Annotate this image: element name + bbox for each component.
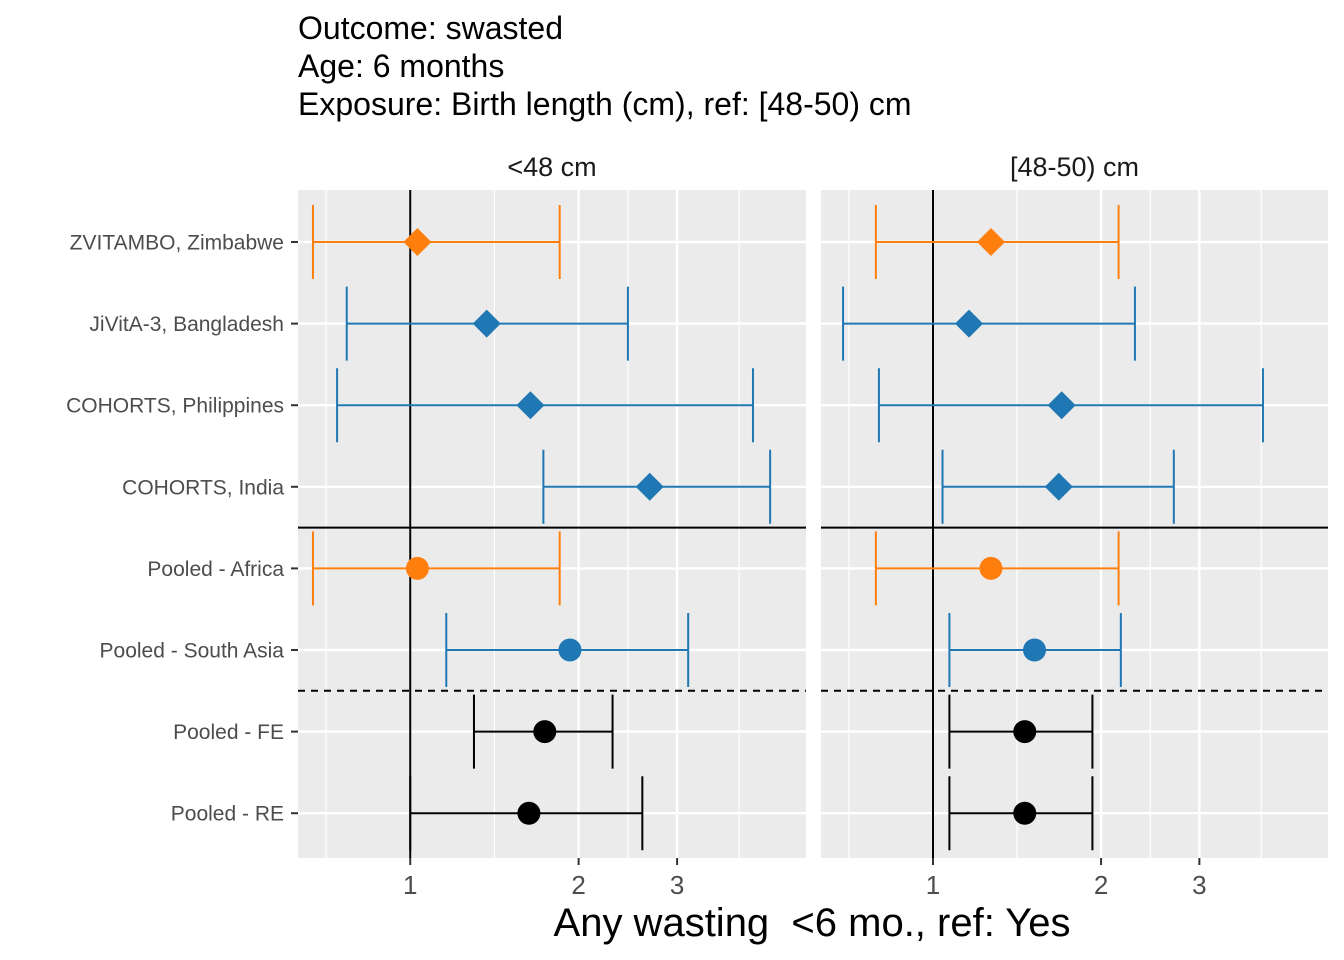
panel-background [821, 190, 1328, 858]
x-tick-label: 3 [1192, 870, 1206, 900]
estimate-diamond [403, 228, 432, 256]
y-tick-label: COHORTS, Philippines [66, 395, 284, 418]
estimate-diamond [516, 391, 545, 420]
title-outcome: Outcome: swasted [298, 10, 563, 46]
estimate-point [979, 556, 1003, 580]
x-axis-title: Any wasting <6 mo., ref: Yes [554, 901, 1071, 945]
panel-background [298, 190, 806, 858]
x-tick-label: 2 [1094, 870, 1108, 900]
estimate-point [1023, 638, 1047, 662]
title-exposure: Exposure: Birth length (cm), ref: [48-50… [298, 86, 912, 122]
y-tick-label: Pooled - RE [171, 803, 284, 826]
title-age: Age: 6 months [298, 48, 505, 84]
y-tick-label: JiVitA-3, Bangladesh [89, 313, 284, 336]
y-tick-label: Pooled - FE [173, 721, 284, 744]
facet-label: [48-50) cm [1010, 152, 1139, 182]
estimate-point [558, 638, 582, 662]
x-tick-label: 2 [571, 870, 585, 900]
estimate-diamond [1044, 472, 1073, 501]
estimate-point [517, 801, 541, 825]
facet-label: <48 cm [507, 152, 596, 182]
y-tick-label: ZVITAMBO, Zimbabwe [70, 232, 284, 255]
estimate-diamond [1047, 391, 1076, 420]
y-tick-label: Pooled - South Asia [100, 640, 285, 663]
estimate-diamond [472, 309, 501, 338]
estimate-point [533, 720, 557, 744]
x-tick-label: 1 [403, 870, 417, 900]
y-tick-label: COHORTS, India [122, 476, 284, 499]
y-tick-label: Pooled - Africa [147, 558, 284, 581]
x-tick-label: 3 [670, 870, 684, 900]
estimate-diamond [635, 472, 664, 501]
estimate-point [1013, 801, 1037, 825]
estimate-point [1013, 720, 1037, 744]
estimate-diamond [954, 309, 983, 338]
x-tick-label: 1 [926, 870, 940, 900]
estimate-diamond [976, 228, 1005, 256]
estimate-point [405, 556, 429, 580]
